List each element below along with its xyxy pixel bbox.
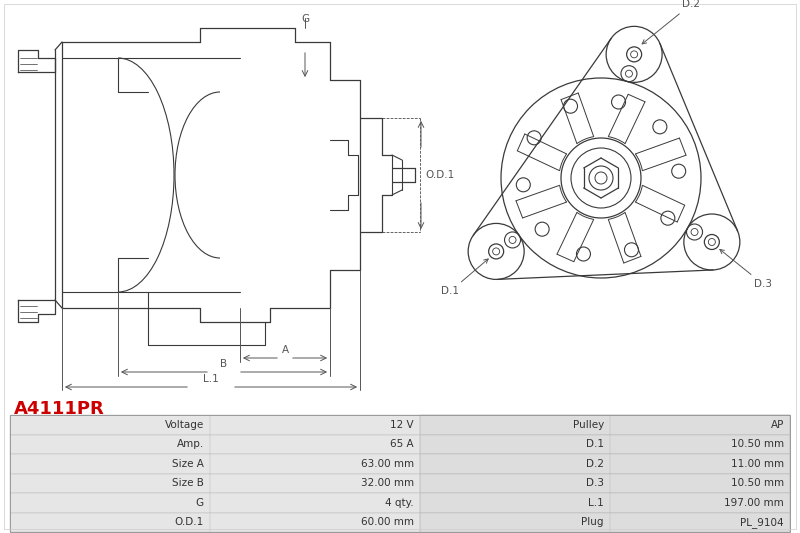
Text: Size A: Size A <box>172 459 204 469</box>
Text: Amp.: Amp. <box>177 439 204 449</box>
Text: Pulley: Pulley <box>573 420 604 430</box>
Text: 4 qty.: 4 qty. <box>386 498 414 508</box>
Text: D.3: D.3 <box>586 478 604 488</box>
Bar <box>10 434 790 454</box>
Text: D.1: D.1 <box>586 439 604 449</box>
Text: Size B: Size B <box>172 478 204 488</box>
Text: G: G <box>301 14 309 24</box>
Text: L.1: L.1 <box>203 374 219 384</box>
Text: O.D.1: O.D.1 <box>174 517 204 527</box>
Bar <box>420 473 790 493</box>
Bar <box>420 493 790 513</box>
Text: 32.00 mm: 32.00 mm <box>361 478 414 488</box>
Text: D.2: D.2 <box>642 0 700 44</box>
Bar <box>420 513 790 532</box>
Bar <box>10 473 790 493</box>
Text: A4111PR: A4111PR <box>14 400 105 418</box>
Text: D.2: D.2 <box>586 459 604 469</box>
Text: 65 A: 65 A <box>390 439 414 449</box>
Text: A: A <box>282 345 289 355</box>
Text: B: B <box>221 359 227 369</box>
Text: AP: AP <box>770 420 784 430</box>
Text: 12 V: 12 V <box>390 420 414 430</box>
Text: 197.00 mm: 197.00 mm <box>724 498 784 508</box>
Text: 10.50 mm: 10.50 mm <box>731 478 784 488</box>
Text: 63.00 mm: 63.00 mm <box>361 459 414 469</box>
Bar <box>10 415 790 532</box>
Text: O.D.1: O.D.1 <box>425 170 454 180</box>
Text: PL_9104: PL_9104 <box>740 517 784 528</box>
Bar <box>420 454 790 473</box>
Text: 11.00 mm: 11.00 mm <box>731 459 784 469</box>
Text: G: G <box>196 498 204 508</box>
Bar <box>10 415 790 434</box>
Text: 10.50 mm: 10.50 mm <box>731 439 784 449</box>
Text: L.1: L.1 <box>588 498 604 508</box>
Bar <box>10 493 790 513</box>
Bar <box>10 454 790 473</box>
Text: Voltage: Voltage <box>165 420 204 430</box>
Text: D.1: D.1 <box>441 259 488 296</box>
Bar <box>420 434 790 454</box>
Text: 60.00 mm: 60.00 mm <box>361 517 414 527</box>
Bar <box>10 513 790 532</box>
Text: Plug: Plug <box>582 517 604 527</box>
Text: D.3: D.3 <box>720 249 772 289</box>
Bar <box>420 415 790 434</box>
